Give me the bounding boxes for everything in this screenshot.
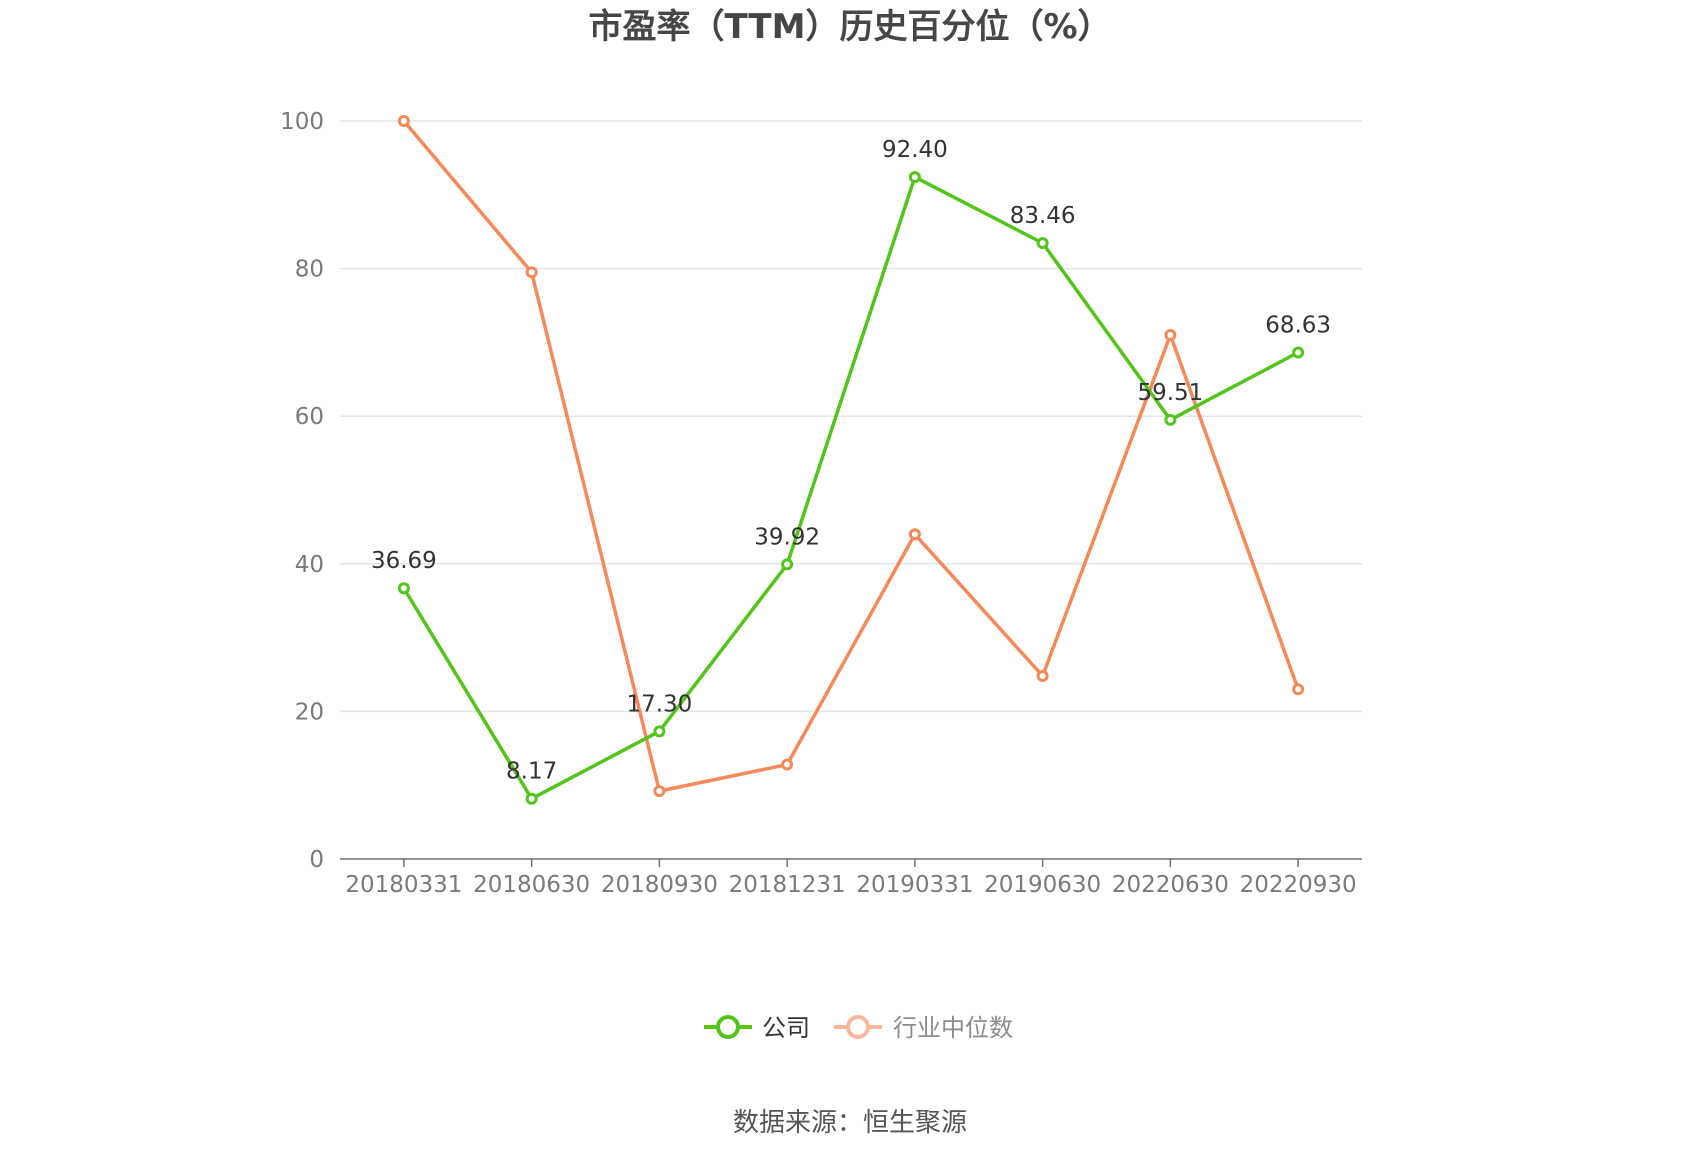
y-tick-label: 80: [295, 257, 324, 283]
data-point-industry[interactable]: [1292, 683, 1305, 696]
legend-item-industry[interactable]: 行业中位数: [834, 1014, 1013, 1042]
x-tick-label: 20180630: [473, 872, 590, 898]
x-tick-label: 20190331: [856, 872, 973, 898]
data-point-industry[interactable]: [1164, 329, 1177, 342]
chart-title: 市盈率（TTM）历史百分位（%）: [588, 7, 1111, 47]
y-tick-label: 100: [280, 109, 324, 135]
series-layer: [397, 115, 1305, 805]
data-label-company: 59.51: [1137, 380, 1203, 406]
data-point-company[interactable]: [1036, 237, 1049, 250]
data-point-company[interactable]: [908, 171, 921, 184]
data-point-company[interactable]: [397, 582, 410, 595]
data-point-industry[interactable]: [525, 266, 538, 279]
y-tick-label: 20: [295, 699, 324, 725]
x-tick-label: 20180930: [601, 872, 718, 898]
legend-company-label: 公司: [762, 1014, 810, 1042]
data-label-company: 17.30: [626, 691, 692, 717]
label-layer: 36.69 8.17 17.30 39.92 92.40 83.46 59.51 68.63: [371, 137, 1331, 785]
legend-industry-circle-icon: [846, 1015, 870, 1039]
data-point-company[interactable]: [653, 725, 666, 738]
legend-company-circle-icon: [716, 1015, 740, 1039]
data-point-company[interactable]: [1164, 413, 1177, 426]
legend[interactable]: 公司 行业中位数: [704, 1014, 1013, 1042]
axis-layer: 0 20 40 60 80 100 20180331 20180630 20180930 2018…: [280, 109, 1362, 898]
x-tick-label: 20180331: [345, 872, 462, 898]
y-tick-label: 60: [295, 404, 324, 430]
y-tick-label: 0: [309, 847, 324, 873]
data-label-company: 83.46: [1010, 203, 1076, 229]
data-point-company[interactable]: [781, 558, 794, 571]
data-point-company[interactable]: [1292, 346, 1305, 359]
grid-layer: [340, 120, 1362, 713]
x-tick-label: 20220930: [1240, 872, 1357, 898]
series-line-industry: [402, 119, 1300, 793]
legend-industry-label: 行业中位数: [893, 1014, 1013, 1042]
x-tick-label: 20190630: [984, 872, 1101, 898]
data-point-industry[interactable]: [781, 758, 794, 771]
data-point-industry[interactable]: [397, 115, 410, 127]
x-tick-label: 20220630: [1112, 872, 1229, 898]
data-point-industry[interactable]: [1036, 669, 1049, 682]
data-label-company: 92.40: [882, 137, 948, 163]
data-label-company: 36.69: [371, 548, 437, 574]
data-point-company[interactable]: [525, 792, 538, 805]
series-line-company: [402, 175, 1299, 801]
data-source: 数据来源：恒生聚源: [733, 1108, 967, 1138]
data-point-industry[interactable]: [653, 785, 666, 798]
data-label-company: 39.92: [754, 524, 820, 550]
legend-item-company[interactable]: 公司: [704, 1014, 810, 1042]
data-point-industry[interactable]: [908, 528, 921, 541]
data-label-company: 68.63: [1265, 313, 1331, 339]
data-label-company: 8.17: [506, 759, 557, 785]
y-tick-label: 40: [295, 552, 324, 578]
x-tick-label: 20181231: [729, 872, 846, 898]
